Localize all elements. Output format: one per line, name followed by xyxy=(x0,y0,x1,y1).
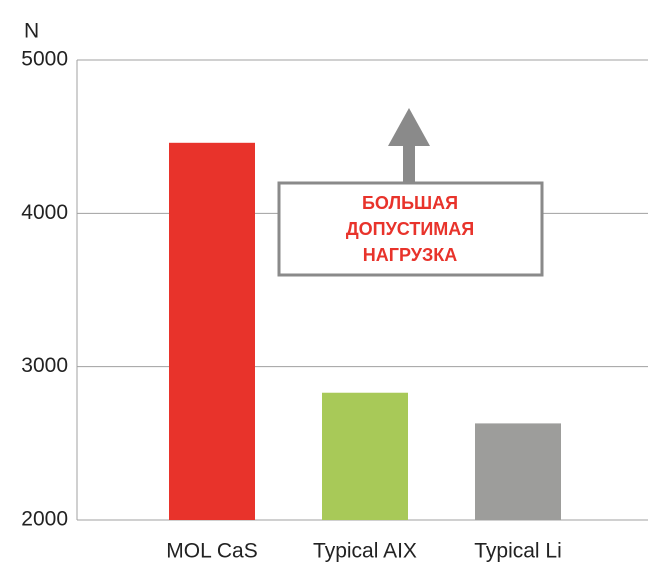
annotation-box xyxy=(277,181,544,277)
x-tick-label: Typical Li xyxy=(474,540,562,563)
annotation-text: БОЛЬШАЯ xyxy=(362,193,458,213)
bar xyxy=(322,392,408,520)
y-tick-label: 5000 xyxy=(21,48,68,71)
x-tick-label: Typical AIX xyxy=(313,540,417,563)
arrow-shaft xyxy=(403,144,415,184)
y-tick-label: 3000 xyxy=(21,354,68,377)
annotation-text: НАГРУЗКА xyxy=(363,245,457,265)
arrow-head xyxy=(388,108,430,146)
x-tick-label: MOL CaS xyxy=(166,540,257,563)
bar xyxy=(475,423,561,520)
y-tick-label: 4000 xyxy=(21,201,68,224)
y-tick-label: 2000 xyxy=(21,508,68,531)
y-axis-label: N xyxy=(24,20,39,43)
annotation-text: ДОПУСТИМАЯ xyxy=(346,219,474,239)
bar xyxy=(169,142,255,521)
